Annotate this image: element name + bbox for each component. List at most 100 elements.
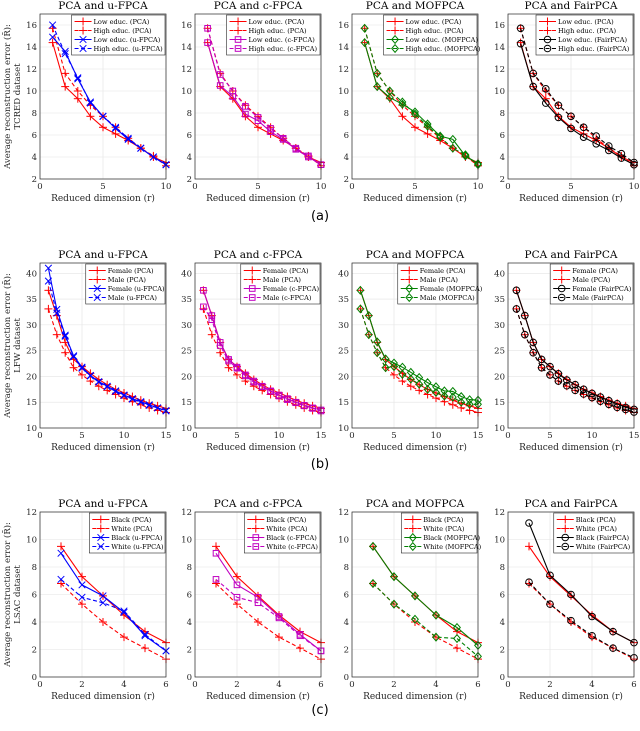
subplot-title: PCA and FairPCA (525, 0, 618, 12)
data-point (356, 285, 365, 295)
data-point (406, 367, 415, 377)
axes-box (39, 262, 167, 429)
y-tick-label: 15 (494, 398, 505, 408)
x-tick-label: 2 (79, 680, 84, 690)
data-point (53, 309, 61, 317)
data-point (212, 576, 220, 583)
data-point (369, 578, 377, 589)
legend-marker (561, 542, 570, 551)
data-point (212, 542, 220, 551)
data-point (212, 549, 220, 557)
legend-marker (93, 275, 102, 284)
x-tick-label: 5 (234, 431, 239, 441)
x-tick-label: 0 (505, 680, 510, 690)
data-point (99, 112, 107, 120)
data-point (78, 363, 86, 371)
x-tick-label: 0 (349, 431, 354, 441)
data-point (390, 572, 398, 582)
legend: Black (PCA)White (PCA)Black (FairPCA)Whi… (553, 512, 634, 554)
data-point (153, 404, 162, 412)
x-tick-label: 0 (37, 182, 42, 192)
legend-marker (93, 266, 102, 275)
series-line (60, 546, 167, 644)
legend: Low educ. (PCA)High educ. (PCA)Low educ.… (71, 14, 166, 56)
y-tick-label: 0 (187, 673, 192, 683)
data-point (44, 277, 53, 285)
x-tick-label: 0 (349, 680, 354, 690)
legend-marker (391, 17, 400, 26)
data-point (525, 578, 533, 586)
subplot: 0 2 4 6 0 2 4 6 8 10 12 PCA and FairPCA Reduced dime… (494, 498, 638, 702)
legend-label: Low educ. (u-FPCA) (94, 36, 161, 44)
data-point (233, 600, 241, 609)
legend-marker (405, 292, 414, 303)
legend-marker (79, 35, 87, 44)
data-point (415, 379, 424, 389)
y-tick-label: 2 (187, 646, 192, 656)
subplot: 0 5 10 15 10 15 20 25 30 35 40 PCA and c-FPCA Reduce… (181, 249, 326, 453)
legend-marker (405, 275, 414, 284)
y-tick-label: 6 (344, 591, 349, 601)
data-point (411, 109, 419, 119)
x-axis-label: Reduced dimension (r) (51, 442, 155, 453)
data-point (448, 392, 457, 402)
subplot: 0 5 10 15 10 15 20 25 30 35 40 PCA and u-FPCA Reduce… (1, 249, 171, 453)
data-point (448, 386, 457, 396)
data-point (86, 377, 95, 386)
axes-box (39, 13, 167, 180)
data-point (149, 151, 158, 160)
data-point (204, 39, 211, 46)
legend: Low educ. (PCA)High educ. (PCA)Low educ.… (226, 14, 321, 56)
legend-label: Male (c-FPCA) (263, 294, 312, 302)
y-tick-label: 4 (32, 618, 37, 628)
legend-marker (248, 275, 257, 284)
y-tick-label: 2 (500, 175, 505, 185)
x-axis-label: Reduced dimension (r) (206, 691, 310, 702)
data-point (457, 403, 466, 412)
y-tick-label: 30 (338, 321, 349, 331)
data-point (440, 386, 449, 396)
axes-box (194, 13, 322, 180)
legend-marker (248, 266, 257, 275)
data-point (86, 99, 95, 107)
data-point (111, 387, 120, 396)
data-point (292, 144, 300, 152)
subplot: 0 5 10 15 10 15 20 25 30 35 40 PCA and MOFPCA Reduce… (338, 249, 483, 453)
data-point (204, 25, 211, 32)
x-tick-label: 0 (37, 431, 42, 441)
data-point (432, 394, 440, 403)
legend-marker (248, 294, 256, 301)
y-tick-label: 25 (494, 347, 505, 357)
data-point (588, 393, 596, 402)
legend-label: High educ. (u-FPCA) (94, 45, 164, 53)
legend-marker (408, 541, 417, 552)
data-point (529, 348, 538, 357)
series-line (60, 552, 167, 652)
y-tick-label: 10 (494, 424, 505, 434)
y-tick-label: 35 (494, 295, 505, 305)
x-tick-label: 6 (318, 680, 323, 690)
legend-label: White (PCA) (576, 525, 618, 533)
data-point (52, 330, 61, 339)
data-point (78, 593, 86, 601)
data-point (390, 599, 398, 609)
data-point (592, 132, 601, 140)
data-point (364, 311, 373, 321)
data-point (448, 143, 457, 153)
data-point (73, 87, 82, 95)
data-point (465, 399, 474, 409)
y-tick-label: 35 (181, 295, 192, 305)
y-tick-label: 8 (344, 563, 349, 573)
axes-box (351, 13, 479, 180)
legend-label: Male (PCA) (263, 276, 302, 284)
data-point (207, 330, 216, 339)
data-point (609, 627, 617, 636)
x-axis-label: Reduced dimension (r) (363, 442, 467, 453)
subplot: 0 5 10 2 4 6 8 10 12 14 16 PCA and c-FPCA Reduced di… (181, 0, 326, 204)
data-point (57, 575, 65, 584)
data-point (605, 396, 613, 405)
y-tick-label: 0 (32, 673, 37, 683)
y-tick-label: 35 (338, 295, 349, 305)
legend-label: High educ. (c-FPCA) (249, 45, 318, 53)
data-point (381, 363, 390, 373)
